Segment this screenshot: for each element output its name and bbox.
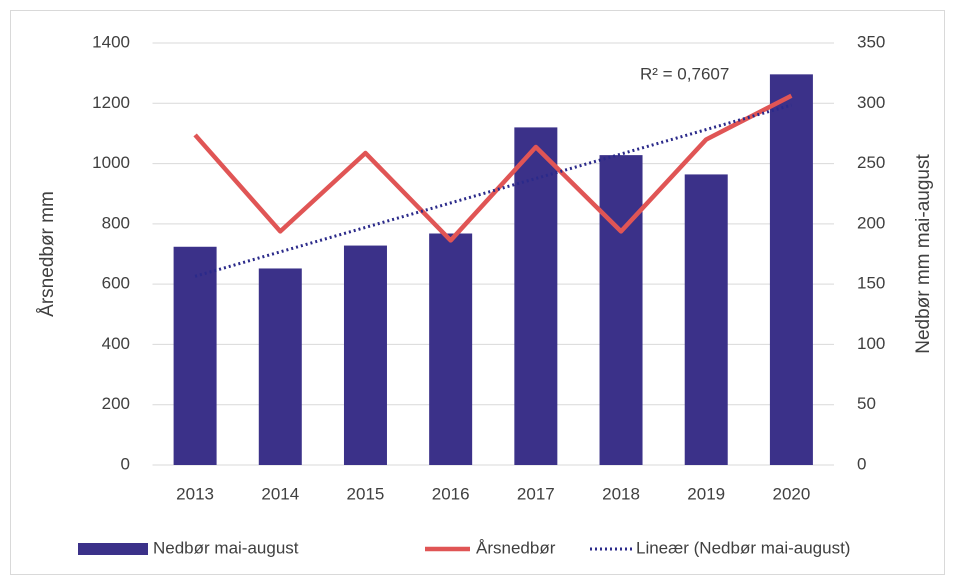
x-tick-label: 2020 (772, 484, 810, 503)
bar (173, 246, 217, 465)
x-tick-label: 2016 (432, 484, 470, 503)
y2-tick-label: 50 (857, 394, 876, 413)
line (193, 93, 793, 243)
bar (429, 233, 473, 465)
y-tick-label: 400 (102, 334, 130, 353)
y2-tick-label: 150 (857, 274, 885, 293)
y2-tick-label: 350 (857, 32, 885, 51)
bar (514, 127, 558, 466)
y-tick-label: 600 (102, 274, 130, 293)
y-axis-label: Årsnedbør mm (37, 191, 58, 317)
x-tick-label: 2017 (517, 484, 555, 503)
x-tick-label: 2014 (261, 484, 299, 503)
y-tick-label: 800 (102, 213, 130, 232)
trendline-annotation: R² = 0,7607 (640, 64, 729, 83)
y2-tick-label: 250 (857, 153, 885, 172)
legend-label: Nedbør mai-august (153, 538, 299, 557)
x-tick-label: 2018 (602, 484, 640, 503)
bar (258, 268, 302, 465)
y2-tick-label: 200 (857, 213, 885, 232)
y-tick-label: 1200 (92, 93, 130, 112)
legend-label: Lineær (Nedbør mai-august) (636, 538, 850, 557)
legend-swatch (78, 543, 148, 555)
y2-axis-label: Nedbør mm mai-august (913, 154, 934, 354)
y-tick-label: 1000 (92, 153, 130, 172)
trendline (194, 103, 792, 278)
y2-tick-label: 0 (857, 454, 866, 473)
bar (599, 155, 643, 466)
y-tick-label: 0 (121, 454, 130, 473)
x-tick-label: 2013 (176, 484, 214, 503)
legend-label: Årsnedbør (476, 538, 556, 557)
y2-tick-label: 100 (857, 334, 885, 353)
bar (684, 174, 728, 465)
x-tick-label: 2015 (347, 484, 385, 503)
y2-tick-label: 300 (857, 93, 885, 112)
bar (343, 245, 387, 465)
bar (769, 74, 813, 465)
x-tick-label: 2019 (687, 484, 725, 503)
y-tick-label: 1400 (92, 32, 130, 51)
y-tick-label: 200 (102, 394, 130, 413)
